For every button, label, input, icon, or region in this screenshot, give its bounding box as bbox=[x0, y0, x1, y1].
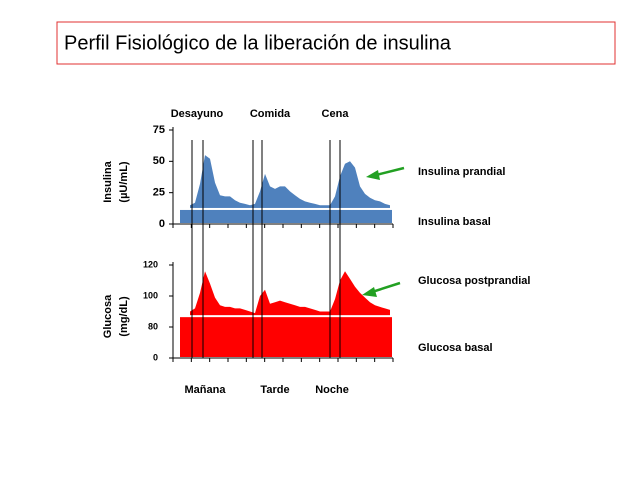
series-label: Insulina prandial bbox=[418, 166, 505, 178]
y-axis-label: Glucosa bbox=[102, 294, 114, 338]
y-tick-label: 50 bbox=[153, 155, 165, 167]
basal-area bbox=[178, 207, 394, 226]
y-axis-unit: (mg/dL) bbox=[118, 296, 130, 337]
slide-title: Perfil Fisiológico de la liberación de i… bbox=[64, 32, 452, 54]
y-tick-label: 100 bbox=[143, 290, 158, 300]
arrows bbox=[362, 166, 405, 297]
y-tick-label: 80 bbox=[148, 321, 158, 331]
meal-label: Desayuno bbox=[171, 108, 224, 120]
basal-area bbox=[178, 315, 394, 359]
series-label: Glucosa basal bbox=[418, 342, 493, 354]
y-tick-label: 120 bbox=[143, 259, 158, 269]
y-axis-unit: (µU/mL) bbox=[118, 161, 130, 203]
meal-label: Comida bbox=[250, 108, 291, 120]
period-label: Noche bbox=[315, 384, 349, 396]
y-tick-label: 0 bbox=[159, 218, 165, 230]
y-tick-label: 75 bbox=[153, 124, 165, 136]
title-box bbox=[56, 21, 616, 65]
y-axis-label: Insulina bbox=[102, 160, 114, 202]
series-label: Insulina basal bbox=[418, 216, 491, 228]
period-label: Mañana bbox=[185, 384, 227, 396]
y-tick-label: 25 bbox=[153, 187, 165, 199]
period-label: Tarde bbox=[260, 384, 289, 396]
meal-label: Cena bbox=[322, 108, 350, 120]
series-label: Glucosa postprandial bbox=[418, 275, 530, 287]
y-tick-label: 0 bbox=[153, 352, 158, 362]
